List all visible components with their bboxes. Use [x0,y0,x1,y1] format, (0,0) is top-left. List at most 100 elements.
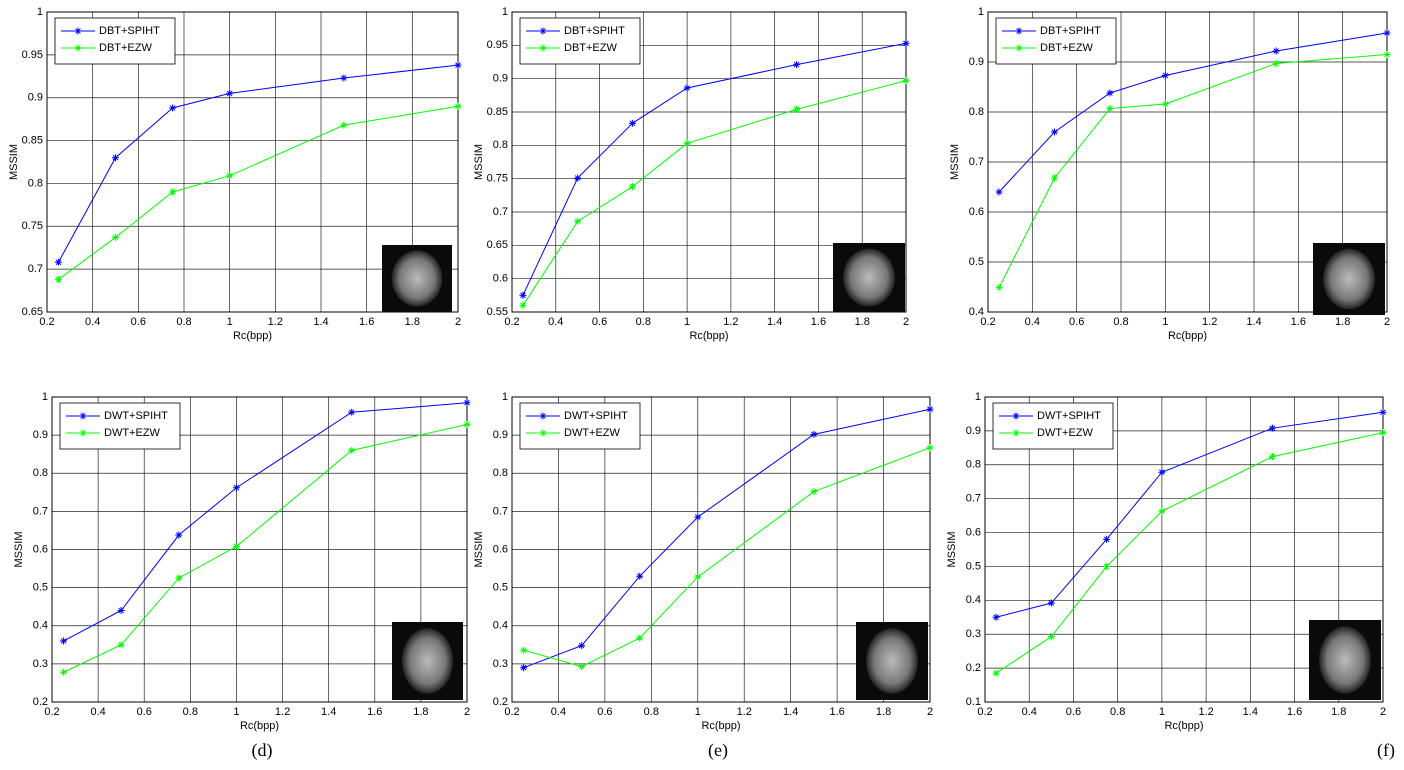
legend-label: DBT+SPIHT [99,25,160,37]
legend-label: DWT+EZW [564,427,621,439]
marker [1103,562,1111,570]
marker [519,301,527,309]
x-tick-label: 1.6 [367,706,382,718]
legend-label: DBT+SPIHT [564,25,625,37]
marker [628,119,636,127]
y-tick-label: 0.95 [487,39,508,51]
caption: (e) [708,740,728,761]
x-tick-label: 0.6 [1069,316,1084,328]
y-tick-label: 0.65 [487,239,508,251]
y-tick-label: 0.5 [33,582,48,594]
x-axis-label: Rc(bpp) [701,720,740,732]
marker [694,573,702,581]
marker [628,183,636,191]
series-line [63,402,468,642]
x-tick-label: 1.6 [811,316,826,328]
marker [810,430,818,438]
legend-marker [79,429,87,437]
marker [902,77,910,85]
y-tick-label: 0.4 [969,306,984,318]
inset-image [401,628,454,694]
y-tick-label: 0.7 [33,505,48,517]
legend-box [995,17,1117,65]
x-axis-label: Rc(bpp) [233,330,272,342]
marker [574,174,582,182]
series-line [522,42,907,296]
y-tick-label: 1 [502,6,508,18]
y-tick-label: 0.55 [487,306,508,318]
x-tick-label: 0.2 [977,706,992,718]
legend-label: DWT+EZW [104,427,161,439]
inset-image [391,250,443,307]
x-tick-label: 1.4 [767,316,782,328]
y-tick-label: 0.9 [33,429,48,441]
marker [1103,535,1111,543]
x-tick-label: 2 [455,316,461,328]
marker [226,172,234,180]
x-tick-label: 1.6 [1291,316,1306,328]
marker [463,420,471,428]
x-tick-label: 1.2 [268,316,283,328]
y-tick-label: 0.8 [966,459,981,471]
marker [454,61,462,69]
legend-label: DBT+EZW [1040,42,1093,54]
y-tick-label: 0.8 [969,106,984,118]
marker [995,188,1003,196]
x-tick-label: 1 [684,316,690,328]
axes-box [51,396,468,703]
x-tick-label: 1.6 [359,316,374,328]
marker [54,275,62,283]
marker [169,104,177,112]
series-line [995,432,1384,674]
inset-image [1319,626,1371,694]
marker [60,668,68,676]
marker [340,74,348,82]
x-tick-label: 1.8 [1335,316,1350,328]
y-tick-label: 0.5 [966,560,981,572]
y-axis-label: MSSIM [946,531,958,567]
marker [902,39,910,47]
marker [1051,128,1058,136]
x-tick-label: 0.4 [1022,706,1037,718]
series-line [998,32,1388,193]
x-tick-label: 2 [1384,316,1390,328]
series-line [58,105,459,280]
y-tick-label: 0.4 [493,620,508,632]
x-axis-label: Rc(bpp) [240,720,279,732]
caption: (f) [1377,740,1395,761]
legend-label: DBT+EZW [564,42,617,54]
legend-marker [539,429,547,437]
y-tick-label: 0.2 [493,696,508,708]
x-tick-label: 1.6 [829,706,844,718]
marker [636,634,644,642]
y-tick-label: 0.4 [33,620,48,632]
marker [348,446,356,454]
x-tick-label: 0.4 [1025,316,1040,328]
x-axis-label: Rc(bpp) [1164,720,1203,732]
marker [117,641,125,649]
x-tick-label: 0.6 [137,706,152,718]
legend-label: DWT+EZW [1037,427,1094,439]
marker [992,669,1000,677]
y-tick-label: 0.5 [493,582,508,594]
x-tick-label: 1.2 [737,706,752,718]
y-tick-label: 0.2 [33,696,48,708]
marker [175,574,183,582]
legend-marker [1012,429,1020,437]
y-tick-label: 0.7 [493,206,508,218]
legend-box [59,402,181,450]
x-tick-label: 0.8 [1113,316,1128,328]
y-tick-label: 0.3 [33,658,48,670]
x-tick-label: 1.8 [876,706,891,718]
y-tick-label: 1 [975,391,981,403]
marker [926,444,934,452]
y-tick-label: 0.1 [966,696,981,708]
x-tick-label: 1 [227,316,233,328]
y-tick-label: 0.7 [966,493,981,505]
marker [340,121,348,129]
legend-marker [74,44,82,52]
marker [348,408,356,416]
y-tick-label: 0.7 [28,263,43,275]
marker [926,405,934,413]
